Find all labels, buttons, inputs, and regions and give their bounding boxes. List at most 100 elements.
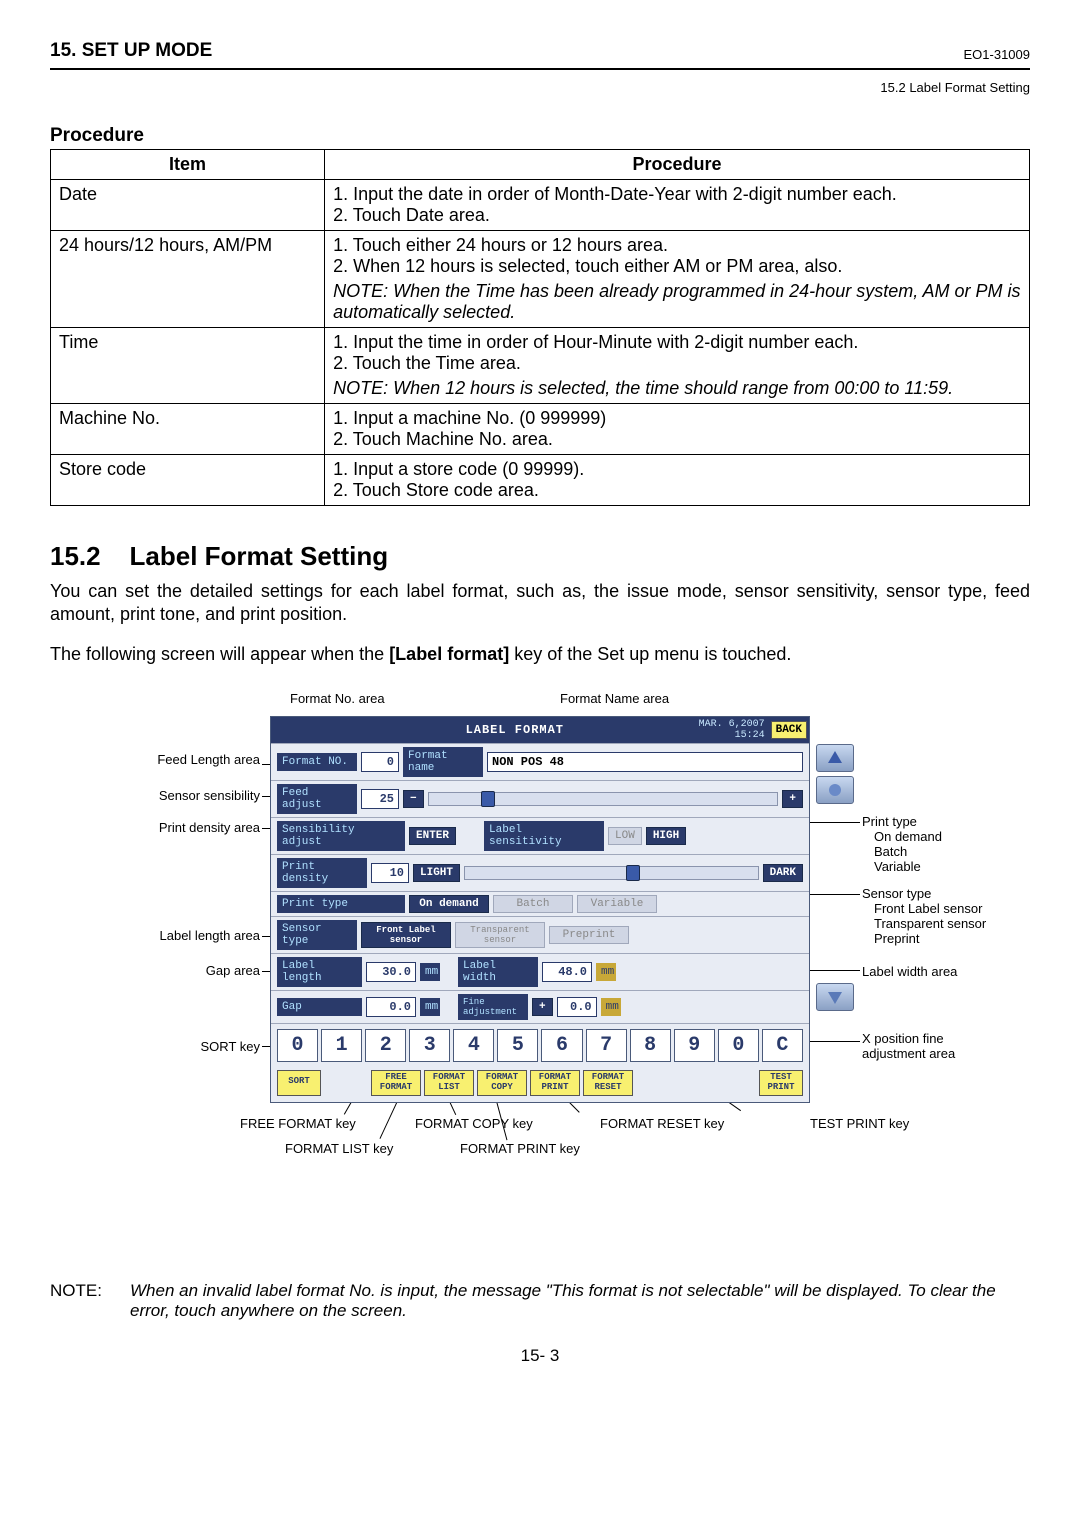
callout-format-name-area: Format Name area xyxy=(560,691,669,706)
label-width-value[interactable]: 48.0 xyxy=(542,962,592,982)
fine-adjustment-value[interactable]: 0.0 xyxy=(557,997,597,1017)
proc-machine: 1. Input a machine No. (0 999999) 2. Tou… xyxy=(325,404,1030,455)
print-type-label: Print type xyxy=(277,895,405,913)
col-item: Item xyxy=(51,150,325,180)
on-demand-button[interactable]: On demand xyxy=(409,895,489,913)
proc-date: 1. Input the date in order of Month-Date… xyxy=(325,180,1030,231)
key-1[interactable]: 1 xyxy=(321,1029,362,1062)
format-copy-key[interactable]: FORMAT COPY xyxy=(477,1070,527,1096)
side-button-2[interactable] xyxy=(816,776,854,804)
feed-adjust-label: Feed adjust xyxy=(277,784,357,814)
row-sensor-type: Sensor type Front Label sensor Transpare… xyxy=(271,916,809,953)
format-no-label: Format NO. xyxy=(277,753,357,771)
side-buttons xyxy=(816,718,854,1015)
row-print-density: Print density 10 LIGHT DARK xyxy=(271,854,809,891)
mm-3: mm xyxy=(420,998,440,1016)
section-para-1: You can set the detailed settings for ea… xyxy=(50,580,1030,627)
key-clear[interactable]: C xyxy=(762,1029,803,1062)
gap-value[interactable]: 0.0 xyxy=(366,997,416,1017)
item-hours: 24 hours/12 hours, AM/PM xyxy=(51,231,325,328)
p2a: The following screen will appear when th… xyxy=(50,644,389,664)
note-text: When an invalid label format No. is inpu… xyxy=(130,1281,1030,1321)
light-button[interactable]: LIGHT xyxy=(413,864,460,882)
print-density-value[interactable]: 10 xyxy=(371,863,409,883)
section-ref: 15.2 Label Format Setting xyxy=(50,80,1030,95)
key-8[interactable]: 8 xyxy=(630,1029,671,1062)
batch-button[interactable]: Batch xyxy=(493,895,573,913)
row-gap-fine: Gap 0.0 mm Fine adjustment + 0.0 mm xyxy=(271,990,809,1023)
section-num: 15.2 xyxy=(50,541,101,571)
proc-time-steps: 1. Input the time in order of Hour-Minut… xyxy=(333,332,1021,374)
screen-date: MAR. 6,2007 xyxy=(699,719,765,730)
transparent-sensor-button[interactable]: Transparent sensor xyxy=(455,922,545,948)
feed-adjust-value[interactable]: 25 xyxy=(361,789,399,809)
feed-slider[interactable] xyxy=(428,792,779,806)
enter-button[interactable]: ENTER xyxy=(409,827,456,845)
callout-format-copy-key: FORMAT COPY key xyxy=(415,1116,533,1131)
format-list-key[interactable]: FORMAT LIST xyxy=(424,1070,474,1096)
callout-ptype-1: On demand xyxy=(862,829,942,844)
item-store: Store code xyxy=(51,455,325,506)
numeric-keypad: 0 1 2 3 4 5 6 7 8 9 0 C xyxy=(271,1023,809,1067)
fine-adjustment-label: Fine adjustment xyxy=(458,994,528,1020)
callout-xpos-area: X position fine adjustment area xyxy=(862,1031,990,1061)
key-3[interactable]: 3 xyxy=(409,1029,450,1062)
key-9[interactable]: 9 xyxy=(674,1029,715,1062)
callout-format-reset-key: FORMAT RESET key xyxy=(600,1116,724,1131)
proc-hours-steps: 1. Touch either 24 hours or 12 hours are… xyxy=(333,235,1021,277)
label-format-screen: LABEL FORMAT MAR. 6,2007 15:24 BACK Form… xyxy=(270,716,810,1103)
label-length-value[interactable]: 30.0 xyxy=(366,962,416,982)
low-button[interactable]: LOW xyxy=(608,827,642,845)
front-label-sensor-button[interactable]: Front Label sensor xyxy=(361,922,451,948)
format-no-value[interactable]: 0 xyxy=(361,752,399,772)
plus-button[interactable]: + xyxy=(782,790,803,808)
fine-plus-button[interactable]: + xyxy=(532,998,553,1016)
free-format-key[interactable]: FREE FORMAT xyxy=(371,1070,421,1096)
note-label: NOTE: xyxy=(50,1281,130,1321)
back-button[interactable]: BACK xyxy=(771,721,807,739)
key-2[interactable]: 2 xyxy=(365,1029,406,1062)
key-4[interactable]: 4 xyxy=(453,1029,494,1062)
side-button-3[interactable] xyxy=(816,983,854,1011)
sort-key[interactable]: SORT xyxy=(277,1070,321,1096)
label-sensitivity-label: Label sensitivity xyxy=(484,821,604,851)
screen-datetime: MAR. 6,2007 15:24 xyxy=(699,719,769,741)
format-name-value[interactable]: NON POS 48 xyxy=(487,752,803,772)
callout-sensor-sensibility: Sensor sensibility xyxy=(130,788,260,803)
key-6[interactable]: 6 xyxy=(541,1029,582,1062)
row-label-dims: Label length 30.0 mm Label width 48.0 mm xyxy=(271,953,809,990)
test-print-key[interactable]: TEST PRINT xyxy=(759,1070,803,1096)
p2c: key of the Set up menu is touched. xyxy=(509,644,791,664)
section-heading: 15.2 Label Format Setting xyxy=(50,541,1030,572)
page-number: 15- 3 xyxy=(50,1346,1030,1366)
screen-figure: Format No. area Format Name area Feed Le… xyxy=(90,696,990,1256)
callout-stype-2: Transparent sensor xyxy=(862,916,986,931)
item-machine: Machine No. xyxy=(51,404,325,455)
procedure-heading: Procedure xyxy=(50,125,1030,147)
doc-number: EO1-31009 xyxy=(964,47,1031,62)
row-feed-adjust: Feed adjust 25 − + xyxy=(271,780,809,817)
minus-button[interactable]: − xyxy=(403,790,424,808)
variable-button[interactable]: Variable xyxy=(577,895,657,913)
sensibility-adjust-label: Sensibility adjust xyxy=(277,821,405,851)
p2b: [Label format] xyxy=(389,644,509,664)
callout-ptype-h: Print type xyxy=(862,814,942,829)
format-print-key[interactable]: FORMAT PRINT xyxy=(530,1070,580,1096)
density-slider[interactable] xyxy=(464,866,759,880)
callout-test-print-key: TEST PRINT key xyxy=(810,1116,909,1131)
key-0a[interactable]: 0 xyxy=(277,1029,318,1062)
format-reset-key[interactable]: FORMAT RESET xyxy=(583,1070,633,1096)
key-5[interactable]: 5 xyxy=(497,1029,538,1062)
callout-stype-1: Front Label sensor xyxy=(862,901,986,916)
side-button-1[interactable] xyxy=(816,744,854,772)
preprint-button[interactable]: Preprint xyxy=(549,926,629,944)
key-0b[interactable]: 0 xyxy=(718,1029,759,1062)
callout-print-density: Print density area xyxy=(130,820,260,835)
row-sensibility: Sensibility adjust ENTER Label sensitivi… xyxy=(271,817,809,854)
callout-format-print-key: FORMAT PRINT key xyxy=(460,1141,580,1156)
key-7[interactable]: 7 xyxy=(586,1029,627,1062)
proc-hours: 1. Touch either 24 hours or 12 hours are… xyxy=(325,231,1030,328)
high-button[interactable]: HIGH xyxy=(646,827,686,845)
callout-format-no-area: Format No. area xyxy=(290,691,385,706)
dark-button[interactable]: DARK xyxy=(763,864,803,882)
